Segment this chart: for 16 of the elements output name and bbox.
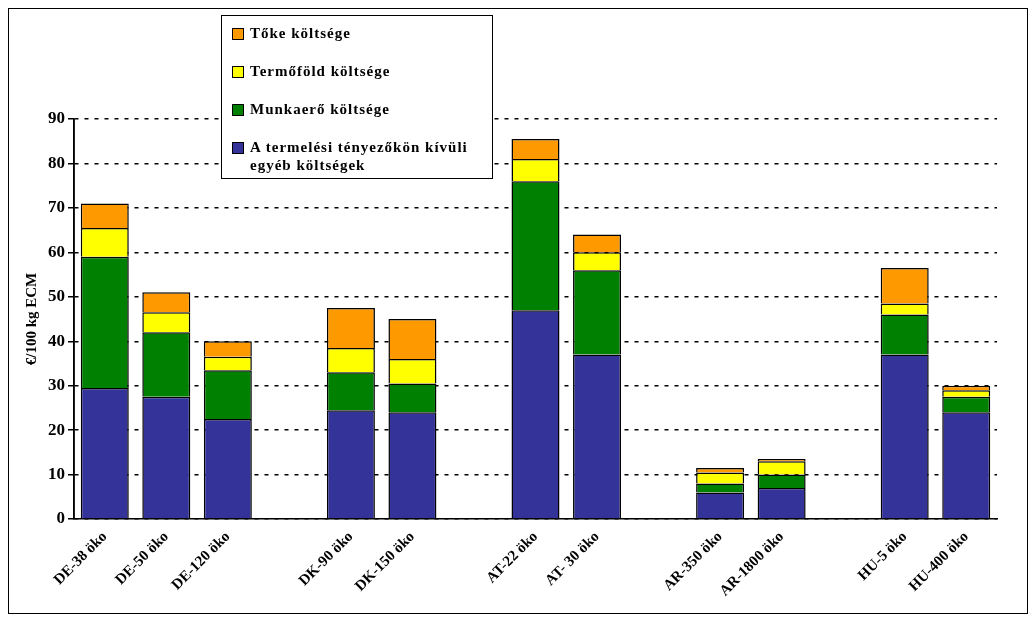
y-tick-label: 40 — [48, 330, 65, 350]
legend-label: Termőföld költsége — [250, 62, 391, 80]
y-tick-label: 10 — [48, 463, 65, 483]
legend-label: Munkaerő költsége — [250, 100, 390, 118]
y-tick-label: 70 — [48, 197, 65, 217]
y-tick-label: 50 — [48, 286, 65, 306]
y-tick-label: 20 — [48, 419, 65, 439]
y-axis-title: €/100 kg ECM — [22, 272, 39, 366]
legend-label: Tőke költsége — [250, 24, 351, 42]
y-tick-label: 90 — [48, 108, 65, 128]
y-tick-label: 30 — [48, 375, 65, 395]
y-tick-label: 0 — [56, 508, 65, 528]
legend-label: A termelési tényezőkön kívüli egyéb költségek — [250, 138, 469, 174]
x-tick-label: AT- 30 öko — [541, 527, 602, 589]
y-tick-label: 60 — [48, 241, 65, 261]
y-tick-label: 80 — [48, 152, 65, 172]
